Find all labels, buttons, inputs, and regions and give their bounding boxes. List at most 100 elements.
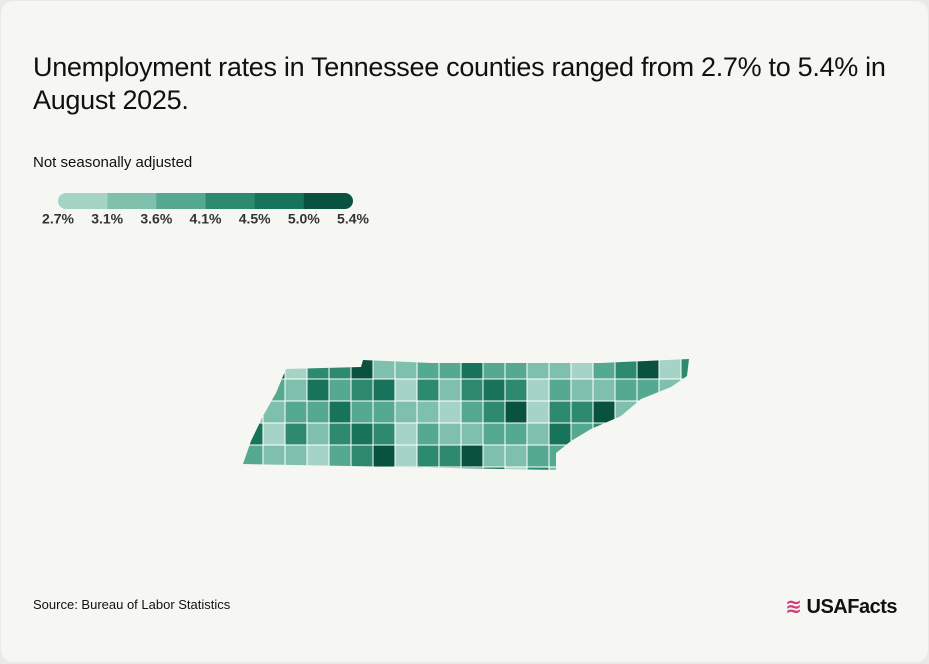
county xyxy=(460,466,484,470)
county xyxy=(482,378,506,402)
county xyxy=(526,466,550,470)
county xyxy=(614,466,638,470)
legend-label: 5.0% xyxy=(288,211,320,227)
county xyxy=(592,422,616,446)
county xyxy=(372,444,396,468)
county xyxy=(680,359,689,380)
county xyxy=(372,359,396,380)
county xyxy=(526,359,550,380)
county xyxy=(372,422,396,446)
tennessee-map xyxy=(243,359,689,470)
county xyxy=(394,466,418,470)
county xyxy=(243,359,264,380)
county xyxy=(416,422,440,446)
county xyxy=(482,400,506,424)
county xyxy=(328,466,352,470)
county xyxy=(416,400,440,424)
county xyxy=(482,466,506,470)
county xyxy=(680,378,689,402)
county xyxy=(482,359,506,380)
county xyxy=(350,444,374,468)
county xyxy=(416,359,440,380)
county xyxy=(526,444,550,468)
county xyxy=(504,359,528,380)
county xyxy=(614,444,638,468)
county xyxy=(460,400,484,424)
county xyxy=(372,466,396,470)
county xyxy=(636,444,660,468)
county xyxy=(658,422,682,446)
county xyxy=(592,444,616,468)
county xyxy=(636,400,660,424)
county xyxy=(570,378,594,402)
legend-label: 4.5% xyxy=(239,211,271,227)
county xyxy=(438,422,462,446)
county xyxy=(680,466,689,470)
county xyxy=(438,378,462,402)
county xyxy=(350,422,374,446)
county xyxy=(570,422,594,446)
logo: ≋ USAFacts xyxy=(785,596,898,618)
county xyxy=(548,359,572,380)
legend-label: 3.6% xyxy=(140,211,172,227)
county xyxy=(372,400,396,424)
county xyxy=(548,422,572,446)
county xyxy=(592,378,616,402)
county xyxy=(460,444,484,468)
county xyxy=(548,378,572,402)
county xyxy=(243,466,264,470)
county xyxy=(504,378,528,402)
county xyxy=(438,466,462,470)
source: Source: Bureau of Labor Statistics xyxy=(33,597,231,612)
legend-label: 5.4% xyxy=(337,211,369,227)
county xyxy=(328,400,352,424)
county xyxy=(658,378,682,402)
county xyxy=(658,466,682,470)
county xyxy=(306,466,330,470)
county xyxy=(394,444,418,468)
county xyxy=(306,378,330,402)
county xyxy=(658,359,682,380)
county xyxy=(526,378,550,402)
legend-swatch xyxy=(205,193,256,209)
county xyxy=(416,378,440,402)
county xyxy=(460,422,484,446)
county xyxy=(306,422,330,446)
county xyxy=(548,444,572,468)
county xyxy=(504,400,528,424)
county xyxy=(306,359,330,380)
county xyxy=(284,359,308,380)
county xyxy=(243,378,264,402)
county xyxy=(636,422,660,446)
county xyxy=(372,378,396,402)
county xyxy=(504,466,528,470)
county xyxy=(394,378,418,402)
county xyxy=(658,400,682,424)
logo-text: USAFacts xyxy=(806,596,898,618)
county xyxy=(416,466,440,470)
county xyxy=(614,359,638,380)
county xyxy=(570,400,594,424)
county xyxy=(592,359,616,380)
county xyxy=(592,400,616,424)
county xyxy=(504,444,528,468)
county xyxy=(548,400,572,424)
county xyxy=(350,400,374,424)
legend-label: 2.7% xyxy=(42,211,74,227)
county xyxy=(262,466,286,470)
legend-label: 4.1% xyxy=(190,211,222,227)
county xyxy=(636,378,660,402)
county xyxy=(306,444,330,468)
county xyxy=(350,378,374,402)
county xyxy=(658,444,682,468)
county xyxy=(614,400,638,424)
county xyxy=(438,400,462,424)
county xyxy=(482,422,506,446)
county xyxy=(394,359,418,380)
county xyxy=(438,359,462,380)
county xyxy=(262,359,286,380)
county xyxy=(243,444,264,468)
legend-swatch xyxy=(303,193,353,209)
